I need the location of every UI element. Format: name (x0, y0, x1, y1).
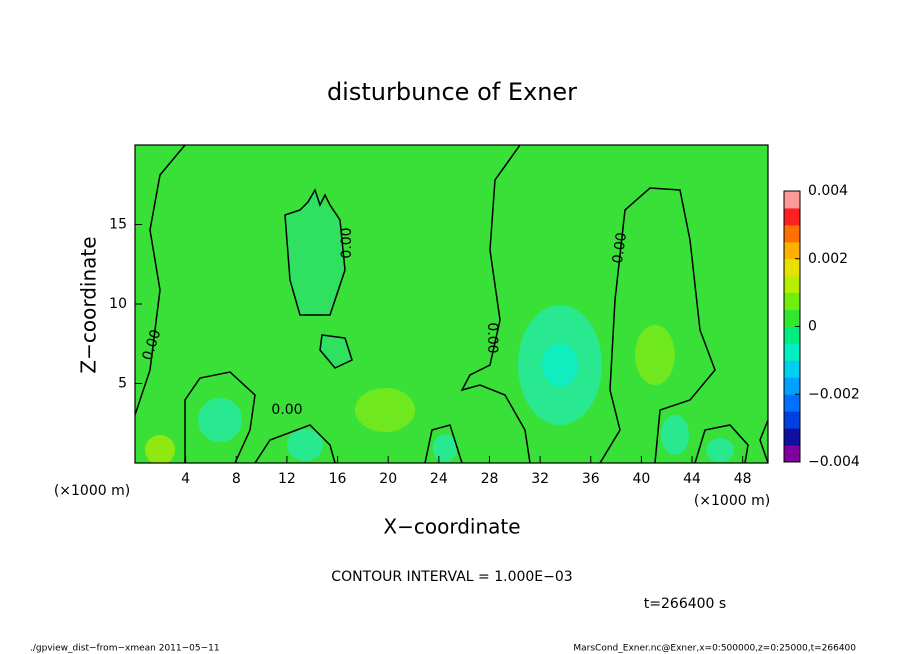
x-tick-label: 4 (181, 471, 190, 487)
x-unit-label: (×1000 m) (694, 493, 770, 509)
y-tick-label: 5 (118, 376, 127, 392)
colorbar-band (784, 292, 800, 311)
colorbar-band (784, 343, 800, 361)
time-label: t=266400 s (644, 596, 726, 612)
colorbar-band (784, 275, 800, 294)
x-tick-label: 28 (481, 471, 499, 487)
colorbar-band (784, 428, 800, 446)
colorbar-band (784, 224, 800, 243)
x-tick-label: 44 (683, 471, 701, 487)
colorbar-band (784, 411, 800, 429)
colorbar-band (784, 191, 800, 209)
x-tick-label: 16 (329, 471, 347, 487)
chart-title: disturbunce of Exner (327, 78, 577, 106)
contour-label: 0.00 (339, 227, 355, 258)
x-tick-label: 12 (278, 471, 296, 487)
colorbar-band (784, 360, 800, 378)
y-tick-label: 15 (109, 217, 127, 233)
footer-left: ./gpview_dist−from−xmean 2011−05−11 (30, 644, 220, 654)
x-tick-label: 24 (430, 471, 448, 487)
x-tick-label: 40 (632, 471, 650, 487)
contour-label: 0.00 (484, 322, 500, 353)
colorbar-tick-label: 0 (808, 319, 817, 335)
colorbar-band (784, 241, 800, 260)
colorbar-tick-label: 0.004 (808, 183, 848, 199)
x-tick-label: 20 (379, 471, 397, 487)
colorbar-band (784, 445, 800, 463)
y-tick-label: 10 (109, 296, 127, 312)
colorbar-band (784, 394, 800, 412)
y-axis-label: Z−coordinate (77, 236, 101, 373)
colorbar-tick-label: −0.002 (808, 386, 860, 402)
colorbar-band (784, 326, 800, 344)
colorbar-band (784, 258, 800, 277)
colorbar-band (784, 377, 800, 395)
colorbar-band (784, 207, 800, 226)
contour-label: 0.00 (271, 402, 302, 418)
y-unit-label: (×1000 m) (54, 483, 130, 499)
x-tick-label: 48 (734, 471, 752, 487)
colorbar-tick-label: −0.004 (808, 454, 860, 470)
x-tick-label: 32 (531, 471, 549, 487)
colorbar-band (784, 309, 800, 327)
colorbar-tick-label: 0.002 (808, 251, 848, 267)
x-tick-label: 8 (232, 471, 241, 487)
x-axis-label: X−coordinate (383, 515, 520, 539)
contour-interval: CONTOUR INTERVAL = 1.000E−03 (331, 569, 572, 585)
contour-field (135, 145, 768, 463)
footer-right: MarsCond_Exner.nc@Exner,x=0:500000,z=0:2… (573, 644, 856, 654)
x-tick-label: 36 (582, 471, 600, 487)
contour-label: 0.00 (610, 231, 630, 264)
